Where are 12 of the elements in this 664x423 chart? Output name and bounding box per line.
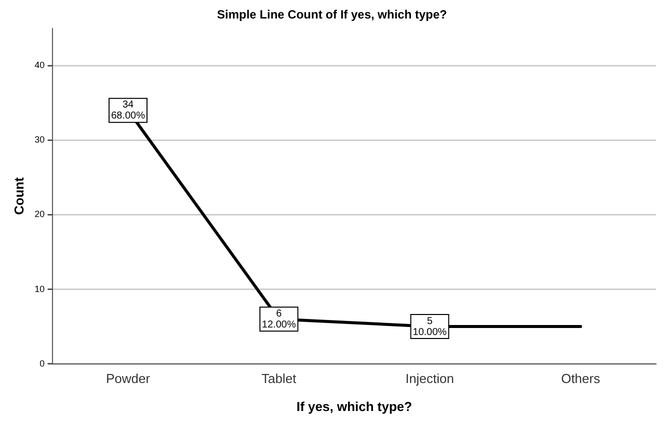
y-tick-label: 30 xyxy=(34,134,45,145)
y-tick-label: 10 xyxy=(34,284,45,294)
chart-title: Simple Line Count of If yes, which type? xyxy=(216,8,448,22)
x-tick-label: Injection xyxy=(406,371,454,386)
y-axis-title: Count xyxy=(11,176,26,215)
x-axis-title: If yes, which type? xyxy=(296,398,412,414)
x-tick-label: Tablet xyxy=(262,371,297,386)
y-tick-label: 40 xyxy=(34,60,45,70)
x-tick-label: Others xyxy=(561,371,601,386)
y-tick-label: 0 xyxy=(40,358,45,368)
x-tick-label: Powder xyxy=(106,371,151,386)
y-tick-label: 20 xyxy=(34,209,45,220)
